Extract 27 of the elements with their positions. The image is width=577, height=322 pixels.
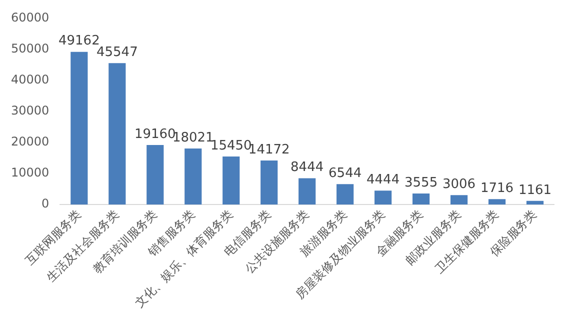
- bar: [184, 148, 202, 204]
- y-tick-label: 10000: [10, 166, 50, 180]
- bar: [488, 199, 506, 204]
- bar: [222, 156, 240, 204]
- data-label: 3555: [404, 175, 438, 190]
- data-label: 3006: [442, 177, 476, 192]
- bar: [412, 193, 430, 204]
- bar: [526, 200, 544, 204]
- y-tick-label: 60000: [10, 10, 50, 24]
- y-tick-label: 30000: [10, 103, 50, 118]
- bar: [374, 190, 392, 204]
- y-tick-label: 50000: [10, 41, 50, 56]
- bar: [108, 63, 126, 204]
- data-label: 4444: [366, 172, 400, 188]
- y-tick-label: 20000: [10, 134, 50, 149]
- bar: [260, 160, 278, 204]
- data-label: 1716: [480, 181, 514, 196]
- data-label: 6544: [328, 166, 362, 182]
- y-tick-label: 0: [42, 196, 50, 211]
- y-tick-label: 40000: [10, 72, 50, 86]
- bar: [450, 195, 468, 204]
- bar: [336, 184, 354, 204]
- bar: [298, 178, 316, 204]
- data-label: 1161: [518, 182, 552, 198]
- data-label: 8444: [290, 160, 324, 176]
- bar: [146, 144, 164, 204]
- bar: [70, 52, 88, 204]
